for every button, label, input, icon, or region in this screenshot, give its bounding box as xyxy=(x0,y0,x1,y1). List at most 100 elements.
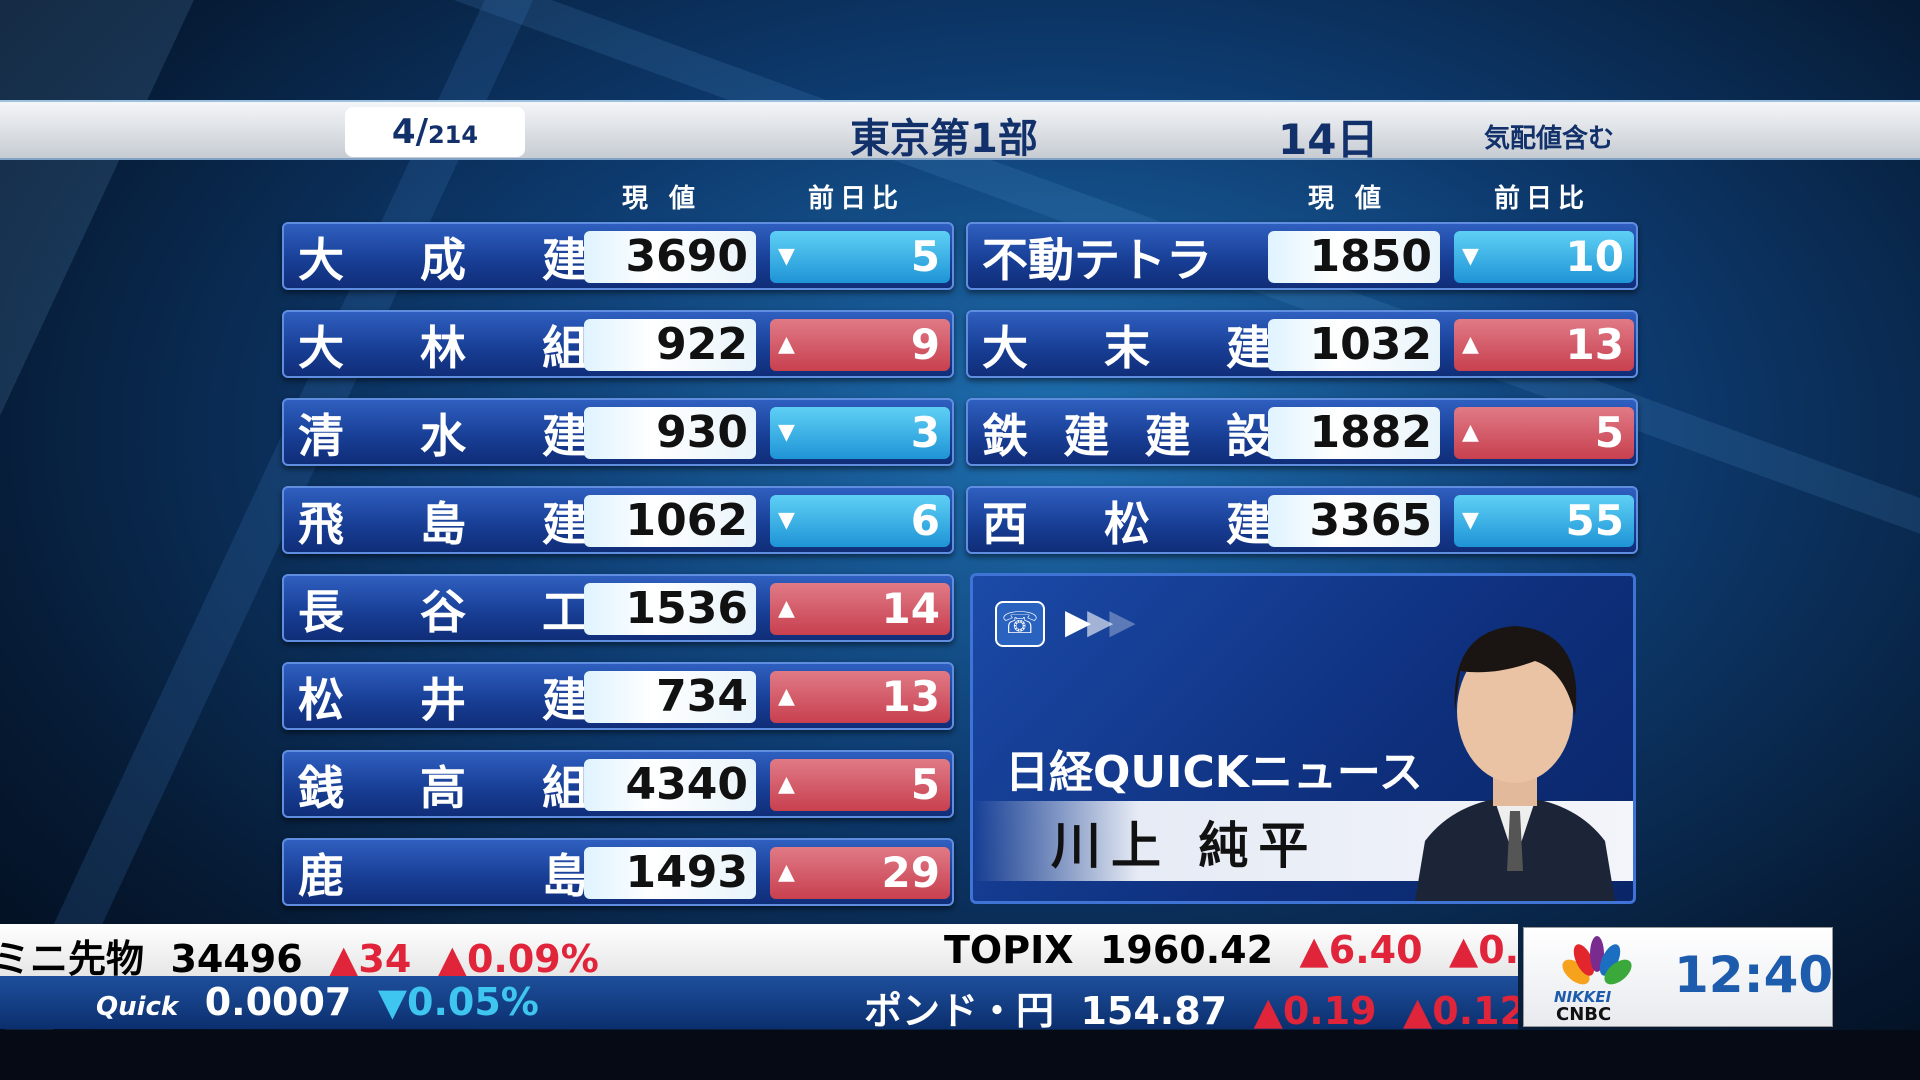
stock-price: 1493 xyxy=(584,847,756,899)
stock-change: ▲ 13 xyxy=(770,671,950,723)
up-arrow-icon: ▲ xyxy=(778,596,795,621)
stock-change-value: 5 xyxy=(910,760,940,809)
page-current: 4 xyxy=(391,112,416,152)
stock-name-char: 工 xyxy=(542,585,588,639)
stock-name-char: 水 xyxy=(420,409,466,463)
up-arrow-icon: ▲ xyxy=(778,772,795,797)
stock-name-char: 高 xyxy=(420,761,466,815)
stock-change: ▼ 5 xyxy=(770,231,950,283)
stock-price: 930 xyxy=(584,407,756,459)
stock-change-value: 3 xyxy=(910,408,940,457)
stock-name: 大末建 xyxy=(982,316,1272,375)
stock-name: 大林組 xyxy=(298,316,588,375)
stock-change: ▼ 6 xyxy=(770,495,950,547)
news-panel: ☏ ▶▶▶ 日経QUICKニュース 川上 純平 xyxy=(970,573,1636,904)
brand-nikkei: NIKKEI xyxy=(1554,988,1612,1006)
stock-row: 不動テトラ 1850 ▼ 10 xyxy=(966,222,1638,290)
stock-name: 長谷工 xyxy=(298,580,588,639)
stock-name-char: 建 xyxy=(542,497,588,551)
stock-change: ▲ 14 xyxy=(770,583,950,635)
stock-row: 大林組 922 ▲ 9 xyxy=(282,310,954,378)
stock-name-char: 井 xyxy=(420,673,466,727)
stock-change-value: 5 xyxy=(910,232,940,281)
clock: 12:40 xyxy=(1674,946,1834,1004)
reporter-name: 川上 純平 xyxy=(1051,817,1319,875)
stock-price: 734 xyxy=(584,671,756,723)
stock-price: 1850 xyxy=(1268,231,1440,283)
up-arrow-icon: ▲ xyxy=(778,860,795,885)
stock-name-char: 建 xyxy=(1063,409,1110,463)
bottom-strip xyxy=(0,1030,1920,1080)
stock-name-char: 大 xyxy=(298,233,344,287)
stock-name-char: 建 xyxy=(1226,497,1272,551)
header-bar: 4/214 東京第1部 14日 気配値含む xyxy=(0,100,1920,164)
stock-name-char: 長 xyxy=(298,585,344,639)
ticker-item: ポンド・円 154.87 ▲0.19 ▲0.12 xyxy=(864,989,1518,1029)
stock-name: 鉄建建設 xyxy=(982,404,1272,463)
stock-change-value: 29 xyxy=(881,848,940,897)
stock-name: 大成建 xyxy=(298,228,588,287)
stock-price: 1882 xyxy=(1268,407,1440,459)
stock-change: ▲ 5 xyxy=(770,759,950,811)
up-arrow-icon: ▲ xyxy=(778,684,795,709)
stock-row: 銭高組 4340 ▲ 5 xyxy=(282,750,954,818)
stock-name-char: 末 xyxy=(1104,321,1150,375)
stock-name-char: 飛 xyxy=(298,497,344,551)
stock-change-value: 5 xyxy=(1594,408,1624,457)
stock-name-char: 島 xyxy=(542,849,588,903)
stock-name-char: 松 xyxy=(1104,497,1150,551)
stock-price: 922 xyxy=(584,319,756,371)
peacock-icon xyxy=(1562,936,1632,985)
quote-note: 気配値含む xyxy=(1484,124,1615,154)
stock-name-char: 建 xyxy=(542,673,588,727)
stock-name-char: 成 xyxy=(420,233,466,287)
stock-change-value: 55 xyxy=(1565,496,1624,545)
stock-price: 1032 xyxy=(1268,319,1440,371)
up-arrow-icon: ▲ xyxy=(1462,332,1479,357)
down-arrow-icon: ▼ xyxy=(778,508,795,533)
news-title: 日経QUICKニュース xyxy=(1005,747,1423,798)
stock-name-char: 西 xyxy=(982,497,1028,551)
stock-change: ▲ 13 xyxy=(1454,319,1634,371)
stock-change-value: 13 xyxy=(1565,320,1624,369)
down-arrow-icon: ▼ xyxy=(778,420,795,445)
stock-change: ▲ 5 xyxy=(1454,407,1634,459)
stock-name-char: 島 xyxy=(420,497,466,551)
stock-row: 長 谷 工 1536 ▲ 14 xyxy=(282,574,954,642)
stock-row: 大 成 建 3690 ▼ 5 xyxy=(282,222,954,290)
stock-price: 1062 xyxy=(584,495,756,547)
ticker-item: TOPIX 1960.42 ▲6.40 ▲0. xyxy=(944,928,1518,972)
stock-name: 松井建 xyxy=(298,668,588,727)
stock-name: 銭高組 xyxy=(298,756,588,815)
stock-name-char: 銭 xyxy=(298,761,344,815)
stock-row: 鹿島 1493 ▲ 29 xyxy=(282,838,954,906)
col-price-right: 現 値 xyxy=(1308,184,1388,214)
stock-row: 西 松 建 3365 ▼ 55 xyxy=(966,486,1638,554)
ticker-row-2: Quick 0.0007 ▼0.05% ポンド・円 154.87 ▲0.19 ▲… xyxy=(0,976,1518,1029)
stock-name-char: 松 xyxy=(298,673,344,727)
up-arrow-icon: ▲ xyxy=(1462,420,1479,445)
col-change-left: 前日比 xyxy=(808,184,905,214)
stock-name-char: 不動テトラ xyxy=(982,233,1212,287)
stock-row: 松 井 建 734 ▲ 13 xyxy=(282,662,954,730)
stock-price: 4340 xyxy=(584,759,756,811)
phone-icon: ☏ xyxy=(995,601,1045,647)
stock-row: 清水建 930 ▼ 3 xyxy=(282,398,954,466)
down-arrow-icon: ▼ xyxy=(1462,244,1479,269)
stock-change-value: 10 xyxy=(1565,232,1624,281)
stock-row: 飛 島 建 1062 ▼ 6 xyxy=(282,486,954,554)
stock-name-char: 建 xyxy=(1144,409,1191,463)
market-title: 東京第1部 xyxy=(850,116,1038,162)
stock-name-char: 建 xyxy=(542,409,588,463)
stock-name-char: 建 xyxy=(1226,321,1272,375)
stock-price: 3690 xyxy=(584,231,756,283)
col-price-left: 現 値 xyxy=(622,184,702,214)
stock-name-char: 組 xyxy=(542,761,588,815)
stock-change: ▲ 29 xyxy=(770,847,950,899)
stock-price: 1536 xyxy=(584,583,756,635)
stock-name-char: 建 xyxy=(542,233,588,287)
brand-cnbc: CNBC xyxy=(1556,1004,1612,1025)
stock-name-char: 林 xyxy=(420,321,466,375)
stock-change-value: 9 xyxy=(910,320,940,369)
stock-change-value: 14 xyxy=(881,584,940,633)
